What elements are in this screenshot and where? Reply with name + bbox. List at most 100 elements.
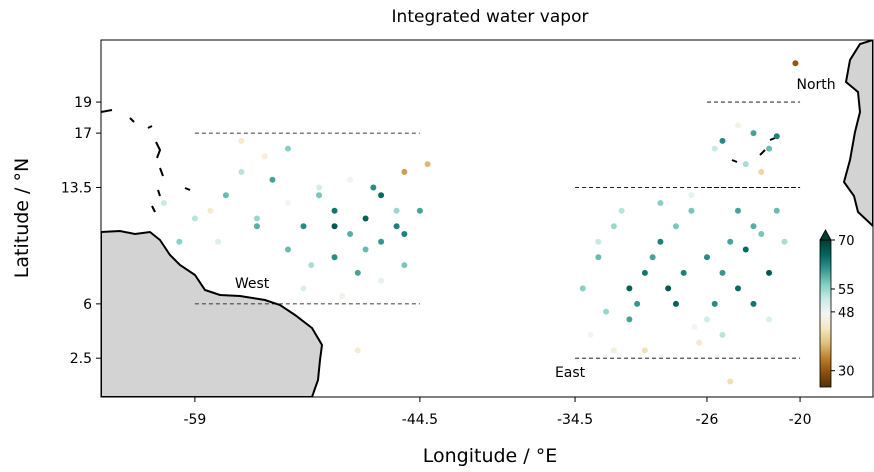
data-point	[758, 168, 765, 175]
data-point	[331, 223, 338, 230]
plot-frame	[100, 39, 874, 398]
y-tick-label: 13.5	[61, 180, 92, 196]
data-point	[339, 293, 346, 300]
region-label: North	[796, 77, 835, 93]
data-point	[766, 269, 773, 276]
data-point	[261, 153, 268, 160]
data-point	[191, 215, 198, 222]
data-point	[393, 207, 400, 214]
data-point	[393, 223, 400, 230]
data-point	[378, 238, 385, 245]
data-point	[207, 207, 214, 214]
data-point	[734, 285, 741, 292]
data-point	[672, 223, 679, 230]
data-point	[331, 207, 338, 214]
x-tick-label: -59	[183, 412, 206, 428]
region-label: East	[555, 365, 586, 381]
data-point	[284, 246, 291, 253]
data-point	[688, 207, 695, 214]
colorbar-tick-label: 70	[838, 234, 855, 249]
data-point	[641, 347, 648, 354]
islands	[101, 109, 776, 213]
data-point	[766, 316, 773, 323]
data-point	[719, 137, 726, 144]
y-tick-label: 19	[74, 95, 92, 111]
points	[160, 60, 799, 385]
data-point	[316, 184, 323, 191]
data-point	[579, 285, 586, 292]
data-point	[618, 207, 625, 214]
colorbar-tick-label: 48	[838, 306, 855, 321]
data-point	[665, 285, 672, 292]
data-point	[634, 300, 641, 307]
region-label: West	[235, 276, 270, 292]
data-point	[742, 246, 749, 253]
data-point	[719, 331, 726, 338]
data-point	[758, 231, 765, 238]
data-point	[269, 176, 276, 183]
colorbar-tick-label: 55	[838, 283, 855, 298]
data-point	[773, 133, 780, 140]
data-point	[300, 285, 307, 292]
south-america	[101, 229, 324, 397]
data-point	[176, 238, 183, 245]
data-point	[215, 238, 222, 245]
data-point	[750, 300, 757, 307]
data-point	[792, 60, 799, 67]
data-point	[284, 145, 291, 152]
data-point	[347, 231, 354, 238]
data-point	[734, 207, 741, 214]
x-tick-label: -26	[696, 412, 719, 428]
data-point	[222, 192, 229, 199]
data-point	[416, 207, 423, 214]
data-point	[657, 238, 664, 245]
y-axis-label: Latitude / °N	[11, 158, 33, 278]
colorbar	[819, 239, 832, 388]
data-point	[610, 347, 617, 354]
data-point	[316, 192, 323, 199]
colorbar-extend	[819, 229, 832, 241]
y-tick-label: 17	[74, 126, 92, 142]
x-tick-label: -34.5	[557, 412, 593, 428]
data-point	[696, 339, 703, 346]
colorbar-tick-label: 30	[838, 365, 855, 380]
data-point	[719, 269, 726, 276]
data-point	[734, 122, 741, 129]
data-point	[253, 223, 260, 230]
y-tick-label: 6	[83, 297, 92, 313]
data-point	[742, 161, 749, 168]
data-point	[703, 254, 710, 261]
data-point	[680, 269, 687, 276]
data-point	[354, 269, 361, 276]
data-point	[711, 145, 718, 152]
data-point	[691, 324, 698, 331]
data-point	[401, 262, 408, 269]
data-point	[362, 246, 369, 253]
africa	[842, 40, 873, 228]
data-point	[703, 316, 710, 323]
data-point	[595, 254, 602, 261]
data-point	[657, 199, 664, 206]
data-point	[331, 254, 338, 261]
data-point	[672, 300, 679, 307]
data-point	[750, 130, 757, 137]
data-point	[649, 254, 656, 261]
data-point	[401, 231, 408, 238]
land	[101, 40, 873, 397]
data-point	[773, 207, 780, 214]
data-point	[284, 199, 291, 206]
data-point	[347, 176, 354, 183]
data-point	[587, 331, 594, 338]
data-point	[370, 184, 377, 191]
data-point	[378, 277, 385, 284]
x-axis-label: Longitude / °E	[423, 445, 557, 467]
data-point	[300, 223, 307, 230]
data-point	[401, 168, 408, 175]
x-tick-label: -44.5	[402, 412, 438, 428]
data-point	[750, 223, 757, 230]
data-point	[160, 199, 167, 206]
data-point	[688, 192, 695, 199]
data-point	[308, 262, 315, 269]
data-point	[626, 285, 633, 292]
